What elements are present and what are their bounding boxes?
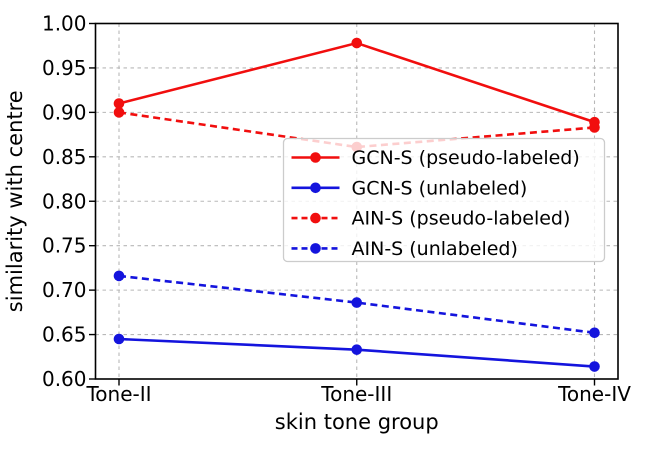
- legend-box: [282, 137, 606, 263]
- legend: GCN-S (pseudo-labeled) GCN-S (unlabeled) A…: [282, 137, 606, 263]
- x-tick-label-tone-iv: Tone-IV: [557, 382, 631, 406]
- y-tick-label: 0.95: [42, 56, 87, 80]
- data-point-gcn-s-pseudo-labeled-tone-iii: [351, 37, 363, 49]
- legend-entry-ain-s-pseudo-labeled: AIN-S (pseudo-labeled): [291, 208, 571, 230]
- series-ain-s-unlabeled: [113, 270, 600, 339]
- legend-entry-gcn-s-pseudo-labeled: GCN-S (pseudo-labeled): [291, 147, 580, 169]
- y-tick-label: 0.60: [42, 367, 87, 391]
- y-tick-label: 0.65: [42, 323, 87, 347]
- legend-entry-gcn-s-unlabeled: GCN-S (unlabeled): [291, 177, 528, 199]
- legend-label: GCN-S (pseudo-labeled): [352, 147, 580, 169]
- axes-group: 1.000.950.900.850.800.750.700.650.60Tone…: [3, 12, 631, 435]
- legend-handle-marker: [310, 152, 321, 163]
- data-point-gcn-s-unlabeled-tone-iii: [351, 344, 363, 355]
- y-axis-label: similarity with centre: [3, 90, 27, 312]
- legend-handle-marker: [310, 243, 321, 254]
- data-point-ain-s-unlabeled-tone-ii: [113, 270, 125, 282]
- x-tick-label-tone-iii: Tone-III: [320, 382, 392, 406]
- y-tick-label: 0.80: [42, 189, 87, 213]
- data-point-gcn-s-pseudo-labeled-tone-ii: [113, 98, 125, 109]
- legend-label: AIN-S (unlabeled): [352, 238, 518, 260]
- series-group: [113, 37, 600, 372]
- series-gcn-s-unlabeled: [113, 333, 600, 372]
- y-tick-label: 0.85: [42, 145, 87, 169]
- data-point-ain-s-pseudo-labeled-tone-iv: [589, 122, 600, 133]
- legend-handle-marker: [310, 182, 321, 194]
- legend-label: GCN-S (unlabeled): [352, 177, 528, 199]
- legend-entry-ain-s-unlabeled: AIN-S (unlabeled): [291, 238, 518, 260]
- y-tick-label: 1.00: [42, 12, 87, 36]
- data-point-ain-s-unlabeled-tone-iii: [351, 297, 363, 308]
- y-tick-label: 0.70: [42, 278, 87, 302]
- data-point-gcn-s-unlabeled-tone-ii: [113, 333, 125, 345]
- legend-label: AIN-S (pseudo-labeled): [352, 208, 571, 230]
- data-point-gcn-s-unlabeled-tone-iv: [589, 361, 600, 372]
- y-tick-label: 0.75: [42, 234, 87, 258]
- x-tick-label-tone-ii: Tone-II: [85, 382, 151, 406]
- data-point-ain-s-pseudo-labeled-tone-ii: [113, 107, 125, 118]
- legend-handle-marker: [310, 212, 321, 224]
- data-point-ain-s-unlabeled-tone-iv: [589, 327, 600, 339]
- y-tick-label: 0.90: [42, 100, 87, 124]
- x-axis-label: skin tone group: [275, 410, 439, 434]
